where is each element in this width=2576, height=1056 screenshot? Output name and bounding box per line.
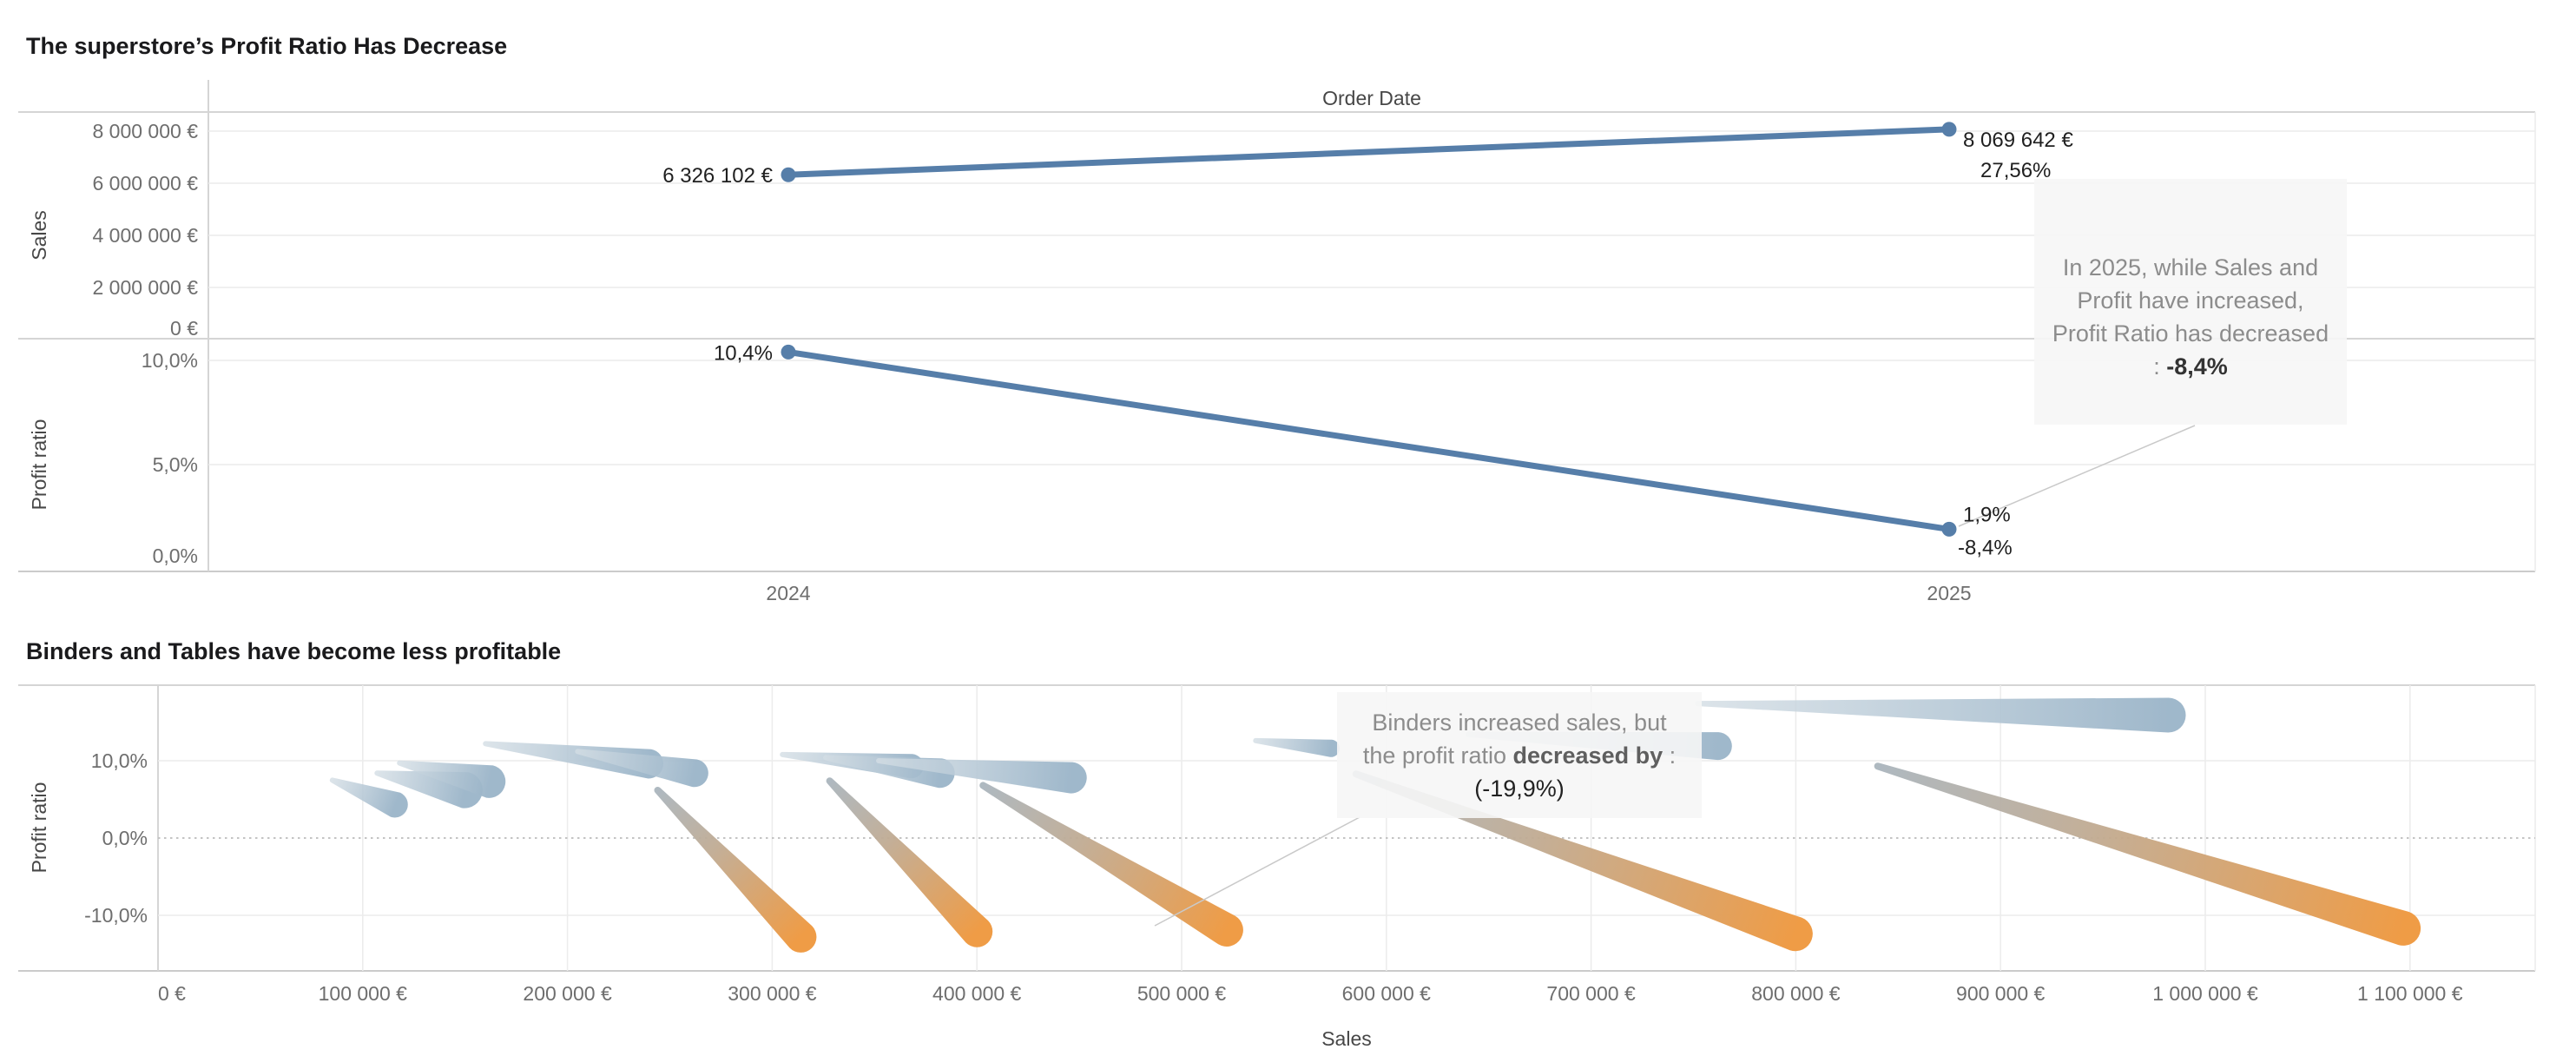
x-axis-tick-label: 900 000 € bbox=[1956, 982, 2046, 1005]
sales-axis-tick-label: 6 000 000 € bbox=[92, 172, 198, 195]
comet-mark-orange[interactable] bbox=[979, 782, 1243, 947]
x-axis-tick-label: 200 000 € bbox=[523, 982, 612, 1005]
bottom-annotation-connector bbox=[1154, 816, 1360, 927]
annotation-emphasis: decreased by bbox=[1512, 742, 1664, 769]
top-chart-title: The superstore’s Profit Ratio Has Decrea… bbox=[26, 33, 508, 59]
comet-mark-blue[interactable] bbox=[1253, 737, 1341, 757]
bottom-annotation: Binders increased sales, but the profit … bbox=[1337, 692, 1702, 818]
x-axis-tick-label: 100 000 € bbox=[319, 982, 408, 1005]
sales-axis-tick-label: 0 € bbox=[170, 317, 198, 340]
comet-mark-orange[interactable] bbox=[826, 777, 993, 947]
y-axis-tick-label: 0,0% bbox=[102, 827, 148, 849]
profit-point[interactable] bbox=[781, 344, 796, 360]
profit-axis-title: Profit ratio bbox=[28, 419, 50, 511]
sales-point[interactable] bbox=[1941, 122, 1957, 137]
annotation-line: Profit have increased, bbox=[2077, 287, 2304, 314]
annotation-value: -8,4% bbox=[2166, 353, 2228, 380]
sales-point[interactable] bbox=[781, 167, 796, 182]
profit-axis-tick-label: 5,0% bbox=[153, 453, 198, 476]
x-axis-tick-label: 300 000 € bbox=[728, 982, 817, 1005]
comet-mark-orange[interactable] bbox=[1874, 762, 2421, 946]
profit-axis-tick-label: 10,0% bbox=[142, 349, 198, 372]
order-date-header: Order Date bbox=[1322, 87, 1421, 109]
comet-mark-blue[interactable] bbox=[329, 777, 408, 818]
profit-axis-tick-label: 0,0% bbox=[153, 544, 198, 567]
top-annotation: In 2025, while Sales and Profit have inc… bbox=[2034, 179, 2347, 425]
annotation-value-prefix: : bbox=[2153, 353, 2167, 380]
comet-mark-blue[interactable] bbox=[1695, 697, 2186, 733]
profit-start-label: 10,4% bbox=[714, 341, 773, 365]
y-axis-tick-label: -10,0% bbox=[84, 904, 148, 927]
annotation-line: : -8,4% bbox=[2034, 350, 2347, 383]
x-axis-tick-label: 600 000 € bbox=[1342, 982, 1432, 1005]
annotation-line: In 2025, while Sales and bbox=[2062, 254, 2319, 280]
y-axis-tick-label: 10,0% bbox=[91, 749, 148, 772]
bottom-chart-title: Binders and Tables have become less prof… bbox=[26, 638, 562, 664]
x-axis-tick-label: 500 000 € bbox=[1137, 982, 1227, 1005]
sales-line[interactable] bbox=[787, 126, 1950, 178]
x-axis-tick-label: 800 000 € bbox=[1751, 982, 1841, 1005]
bottom-y-axis-title: Profit ratio bbox=[28, 782, 50, 874]
top-annotation-connector bbox=[1958, 425, 2196, 527]
annotation-value: (-19,9%) bbox=[1474, 775, 1565, 802]
sales-axis-title: Sales bbox=[28, 210, 50, 261]
x-axis-tick-label: 0 € bbox=[158, 982, 186, 1005]
sales-start-label: 6 326 102 € bbox=[662, 164, 773, 188]
x-axis-tick-label: 700 000 € bbox=[1546, 982, 1636, 1005]
sales-end-label: 8 069 642 € bbox=[1963, 129, 2073, 152]
x-axis-tick-label: 1 000 000 € bbox=[2152, 982, 2258, 1005]
sales-axis-tick-label: 8 000 000 € bbox=[92, 120, 198, 142]
x-axis-tick-label: 400 000 € bbox=[932, 982, 1022, 1005]
sales-axis-tick-label: 2 000 000 € bbox=[92, 276, 198, 299]
profit-point[interactable] bbox=[1941, 521, 1957, 537]
annotation-line: the profit ratio decreased by : bbox=[1362, 742, 1677, 769]
annotation-line: Binders increased sales, but bbox=[1372, 709, 1667, 736]
x-axis-tick-label: 1 100 000 € bbox=[2357, 982, 2463, 1005]
sales-axis-tick-label: 4 000 000 € bbox=[92, 224, 198, 247]
profit-line[interactable] bbox=[787, 348, 1950, 532]
comet-mark-blue[interactable] bbox=[876, 757, 1087, 794]
x-tick-label-year: 2024 bbox=[766, 582, 810, 604]
x-tick-label-year: 2025 bbox=[1927, 582, 1971, 604]
annotation-line: Profit Ratio has decreased bbox=[2052, 320, 2329, 346]
profit-end-label: 1,9% bbox=[1963, 503, 2011, 526]
profit-change-label: -8,4% bbox=[1958, 536, 2013, 559]
comet-mark-blue[interactable] bbox=[483, 741, 664, 779]
sales-change-label: 27,56% bbox=[1980, 159, 2051, 182]
comet-mark-blue[interactable] bbox=[575, 749, 708, 788]
comet-mark-orange[interactable] bbox=[654, 786, 817, 953]
comet-mark-blue[interactable] bbox=[397, 760, 506, 798]
bottom-x-axis-title: Sales bbox=[1321, 1027, 1372, 1050]
